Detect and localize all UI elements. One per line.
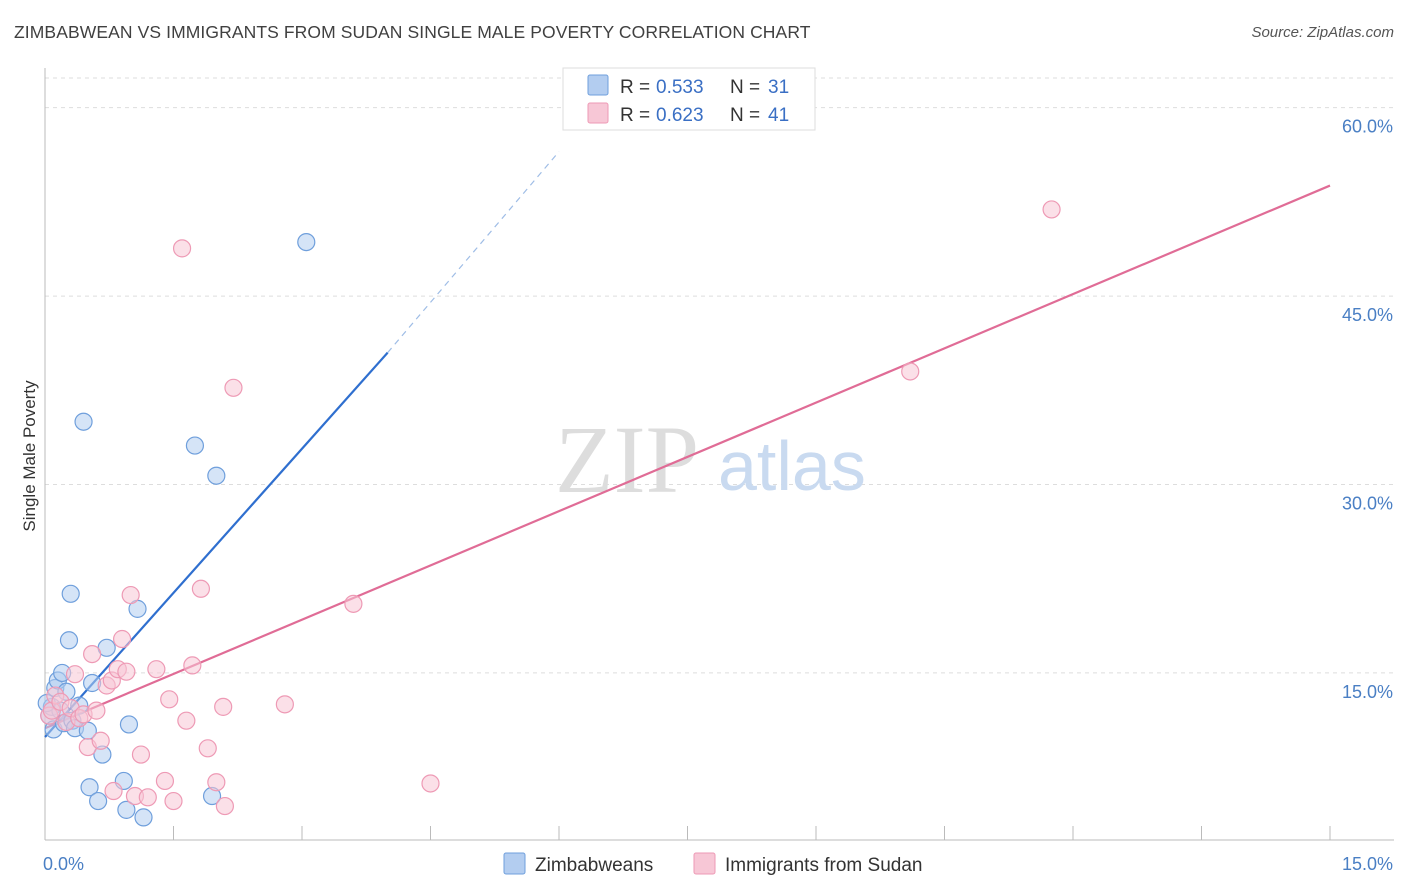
point-zimbabweans-21 (117, 800, 136, 819)
point-sudan-6 (65, 665, 85, 684)
watermark-zip: ZIP (555, 406, 699, 513)
legend-swatch-zimbabweans (587, 74, 609, 96)
point-zimbabweans-22 (119, 715, 139, 734)
point-sudan-37 (344, 594, 363, 613)
y-tick-label-3: 60.0% (1342, 117, 1393, 137)
point-zimbabweans-9 (59, 631, 79, 650)
trend-line-zimbabweans (44, 351, 389, 738)
legend-n-value-sudan: 41 (768, 105, 789, 126)
point-zimbabweans-27 (207, 466, 226, 485)
y-tick-label-1: 30.0% (1342, 494, 1393, 514)
legend-r-value-zimbabweans: 0.533 (656, 77, 704, 98)
point-zimbabweans-24 (134, 808, 153, 827)
point-sudan-31 (198, 739, 217, 758)
point-sudan-23 (147, 660, 166, 679)
trend-line-extension-zimbabweans (387, 151, 560, 354)
point-sudan-30 (191, 579, 211, 598)
point-sudan-10 (83, 644, 102, 664)
point-sudan-40 (1042, 200, 1061, 219)
stats-legend: R = 0.533 N = 31 R = 0.623 N = 41 (562, 67, 816, 131)
point-sudan-34 (215, 796, 234, 816)
data-points (37, 200, 1061, 827)
series-legend: Zimbabweans Immigrants from Sudan (503, 852, 922, 876)
y-tick-labels: 15.0% 30.0% 45.0% 60.0% (1342, 117, 1393, 702)
point-sudan-29 (183, 656, 202, 675)
point-sudan-25 (160, 690, 179, 709)
point-sudan-22 (138, 788, 157, 807)
legend-n-label-zimbabweans: N = (730, 77, 760, 98)
chart-title: ZIMBABWEAN VS IMMIGRANTS FROM SUDAN SING… (14, 22, 811, 42)
legend-r-label-sudan: R = (620, 105, 650, 126)
grid-lines (45, 77, 1394, 674)
point-sudan-36 (275, 695, 294, 714)
point-sudan-32 (207, 773, 226, 792)
legend-n-label-sudan: N = (730, 105, 760, 126)
point-sudan-21 (131, 745, 151, 764)
legend-r-label-zimbabweans: R = (620, 77, 650, 98)
point-sudan-35 (224, 378, 243, 397)
x-tick-label-0: 0.0% (43, 854, 84, 874)
point-sudan-26 (164, 791, 183, 811)
point-zimbabweans-13 (74, 412, 93, 431)
x-tick-label-1: 15.0% (1342, 854, 1393, 874)
point-sudan-11 (87, 701, 106, 720)
point-zimbabweans-25 (185, 436, 205, 455)
point-sudan-15 (104, 781, 123, 801)
legend-n-value-zimbabweans: 31 (768, 77, 789, 98)
point-sudan-12 (91, 731, 110, 750)
y-tick-label-0: 15.0% (1342, 682, 1393, 702)
series-legend-swatch-sudan (693, 852, 716, 875)
y-tick-label-2: 45.0% (1342, 305, 1393, 325)
point-zimbabweans-10 (61, 584, 80, 603)
point-sudan-17 (112, 629, 132, 649)
point-sudan-27 (172, 239, 192, 258)
trend-lines (44, 151, 1331, 738)
x-tick-labels: 0.0% 15.0% (43, 854, 1393, 874)
legend-r-value-sudan: 0.623 (656, 105, 704, 126)
trend-line-sudan (44, 184, 1331, 730)
legend-swatch-sudan (587, 102, 609, 124)
point-sudan-28 (177, 711, 196, 730)
point-zimbabweans-15 (80, 778, 99, 797)
point-sudan-39 (901, 362, 920, 381)
point-sudan-24 (155, 771, 175, 791)
series-legend-label-sudan: Immigrants from Sudan (725, 855, 922, 876)
point-zimbabweans-17 (89, 791, 108, 811)
watermark: ZIP atlas (555, 406, 866, 513)
y-axis-label: Single Male Poverty (20, 380, 39, 532)
watermark-atlas: atlas (718, 427, 866, 505)
point-zimbabweans-28 (297, 232, 316, 252)
point-sudan-33 (214, 697, 233, 716)
point-sudan-38 (421, 774, 440, 793)
point-sudan-18 (117, 662, 136, 681)
source-credit: Source: ZipAtlas.com (1251, 24, 1394, 41)
point-sudan-19 (121, 585, 140, 605)
axes (44, 68, 1394, 841)
series-legend-label-zimbabweans: Zimbabweans (535, 855, 653, 876)
series-legend-swatch-zimbabweans (503, 852, 526, 875)
